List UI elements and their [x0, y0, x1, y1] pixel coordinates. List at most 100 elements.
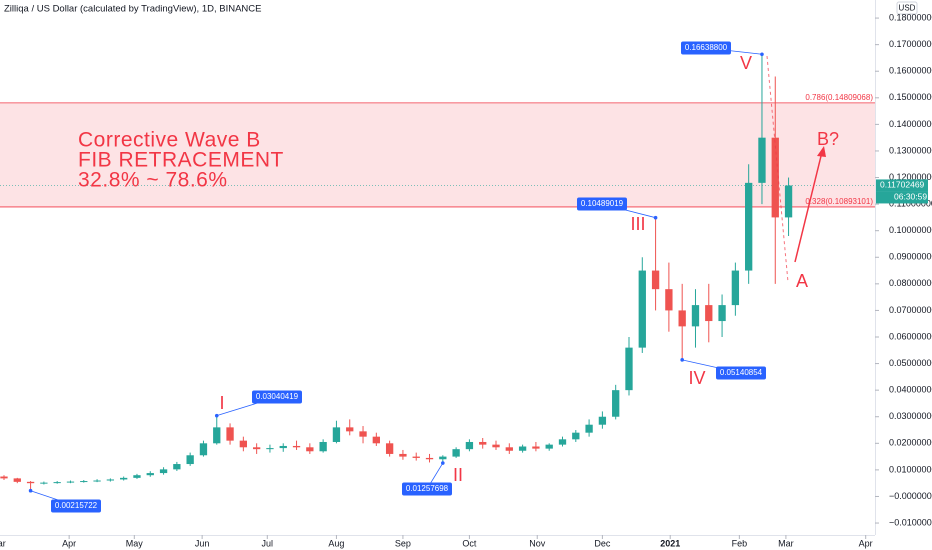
wave-label: IV	[688, 368, 705, 388]
candle-body	[771, 137, 779, 218]
y-tick-label: 0.14000000	[889, 119, 932, 129]
y-tick-label: 0.16000000	[889, 66, 932, 76]
candle-body	[784, 185, 793, 218]
candle-body	[93, 480, 101, 482]
y-tick-label: 0.02000000	[889, 438, 932, 448]
candle-body	[26, 481, 35, 484]
candle-body	[651, 270, 660, 290]
candle-body	[159, 469, 168, 474]
countdown-tag	[876, 191, 928, 204]
candle-body	[80, 481, 88, 483]
callout-point	[653, 215, 658, 220]
callout-label: 0.01257698	[406, 484, 449, 493]
currency-label: USD	[899, 4, 916, 13]
x-tick-label: Apr	[859, 538, 873, 548]
callout-box	[252, 390, 302, 404]
candle-body	[665, 289, 673, 311]
fib-zone-layer: 0.786(0.14809068) 0.328(0.10893101)	[0, 93, 875, 208]
candle-body	[173, 464, 181, 470]
countdown-label: 06:30:59	[894, 192, 927, 202]
y-tick-label: 0.12000000	[889, 172, 932, 182]
x-tick-label: Apr	[62, 538, 76, 548]
candle-body	[120, 477, 128, 480]
x-tick-label: Oct	[462, 538, 477, 548]
y-tick-label: 0.08000000	[889, 278, 932, 288]
candle-body	[731, 270, 740, 306]
wave-label: B?	[817, 129, 839, 149]
arrow	[794, 151, 823, 263]
candle-body	[306, 447, 314, 452]
candle-body	[66, 481, 75, 483]
candle-body	[465, 441, 474, 450]
candle-body	[505, 447, 513, 451]
y-tick-label: 0.05000000	[889, 358, 932, 368]
candle-body	[412, 456, 420, 458]
candle-body	[346, 427, 354, 432]
candle-body	[758, 137, 766, 183]
candle-body	[678, 310, 686, 327]
annotation-text: Corrective Wave B	[78, 129, 261, 152]
y-tick-label: 0.17000000	[889, 39, 932, 49]
candle-body	[239, 440, 248, 448]
callout-point	[760, 52, 764, 57]
callout-label: 0.10489019	[581, 199, 624, 208]
candle-body	[332, 427, 341, 442]
candle-body	[612, 390, 620, 417]
candle-body	[146, 473, 154, 476]
price-tag-label: 0.11702469	[880, 180, 925, 190]
candle-body	[558, 439, 567, 445]
x-tick-label: Nov	[529, 538, 546, 548]
candle-body	[226, 427, 234, 441]
candle-body	[266, 448, 274, 450]
candle-body	[479, 441, 487, 445]
y-tick-label: 0.01000000	[889, 464, 932, 474]
candle-body	[385, 443, 394, 454]
candle-body	[492, 444, 500, 448]
candle-body	[133, 475, 141, 478]
wave-guide	[766, 55, 789, 283]
candle-body	[439, 456, 447, 460]
y-tick-label: 0.03000000	[889, 411, 932, 421]
candle-body	[0, 476, 8, 479]
candle-body	[718, 305, 726, 322]
candle-body	[585, 424, 593, 433]
callout-point	[680, 358, 684, 362]
candle-body	[638, 270, 646, 348]
currency-box	[896, 1, 918, 15]
wave-label: II	[453, 465, 463, 485]
callout-box	[681, 41, 731, 55]
candle-body	[372, 436, 380, 444]
y-tick-label: −0.01000000	[889, 517, 932, 527]
candle-body	[186, 455, 194, 465]
callout-label: 0.16638800	[685, 43, 728, 52]
x-tick-label: Mar	[778, 538, 794, 548]
candle-body	[425, 457, 434, 460]
candle-body	[13, 478, 21, 482]
candle-body	[745, 182, 753, 271]
y-tick-label: 0.06000000	[889, 331, 932, 341]
callout-label: 0.05140854	[720, 368, 763, 377]
candle-body	[518, 446, 527, 451]
price-tag	[876, 179, 928, 192]
callout-label: 0.03040419	[256, 392, 299, 401]
y-tick-label: 0.15000000	[889, 92, 932, 102]
callout-label: 0.00215722	[55, 501, 98, 510]
y-tick-label: 0.11000000	[889, 198, 932, 208]
x-tick-label: 2021	[660, 538, 680, 548]
wave-label: III	[630, 214, 645, 234]
x-tick-label: May	[126, 538, 144, 548]
x-tick-label: Mar	[0, 538, 6, 548]
chart-title: Zilliqa / US Dollar (calculated by Tradi…	[4, 4, 261, 15]
candle-body	[213, 427, 221, 444]
y-tick-label: 0.04000000	[889, 385, 932, 395]
arrow-head	[817, 146, 826, 157]
x-tick-label: Feb	[732, 538, 748, 548]
callout-box	[716, 366, 766, 380]
y-tick-label: 0.10000000	[889, 225, 932, 235]
candle-body	[199, 443, 208, 456]
x-tick-label: Jun	[195, 538, 210, 548]
candle-body	[106, 479, 115, 481]
callout-point	[441, 461, 445, 465]
